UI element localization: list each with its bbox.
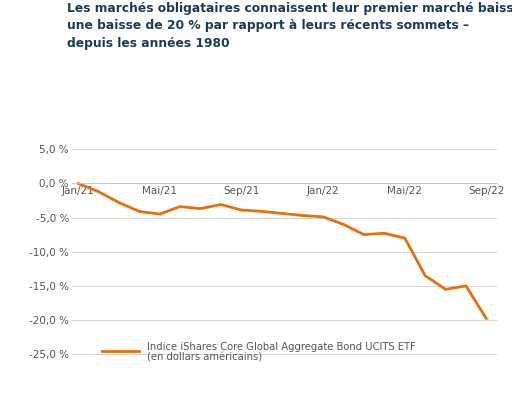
Text: (en dollars américains): (en dollars américains) xyxy=(147,353,262,363)
Text: Les marchés obligataires connaissent leur premier marché baissier –
une baisse d: Les marchés obligataires connaissent leu… xyxy=(67,2,512,50)
Text: Indice iShares Core Global Aggregate Bond UCITS ETF: Indice iShares Core Global Aggregate Bon… xyxy=(147,342,416,352)
